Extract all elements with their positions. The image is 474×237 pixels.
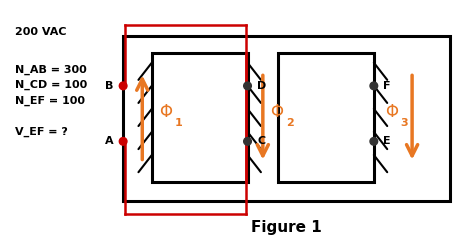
Bar bbox=[278, 53, 374, 182]
Text: $\Phi$: $\Phi$ bbox=[385, 103, 400, 121]
Bar bbox=[152, 53, 247, 182]
Text: N_CD = 100: N_CD = 100 bbox=[15, 80, 87, 90]
Text: $\Phi$: $\Phi$ bbox=[159, 103, 173, 121]
Text: E: E bbox=[383, 136, 391, 146]
Circle shape bbox=[244, 82, 251, 90]
Bar bbox=[123, 36, 450, 201]
Text: Figure 1: Figure 1 bbox=[251, 220, 322, 235]
Circle shape bbox=[370, 82, 378, 90]
Text: C: C bbox=[257, 136, 265, 146]
Text: $\Phi$: $\Phi$ bbox=[271, 103, 284, 121]
Text: 1: 1 bbox=[175, 118, 182, 128]
Text: F: F bbox=[383, 81, 391, 91]
Text: B: B bbox=[105, 81, 114, 91]
Circle shape bbox=[370, 137, 378, 145]
Text: A: A bbox=[105, 136, 114, 146]
Text: V_EF = ?: V_EF = ? bbox=[15, 127, 68, 137]
Text: N_AB = 300: N_AB = 300 bbox=[15, 65, 87, 75]
Circle shape bbox=[244, 137, 251, 145]
Text: 200 VAC: 200 VAC bbox=[15, 27, 66, 36]
Circle shape bbox=[119, 82, 127, 90]
Text: N_EF = 100: N_EF = 100 bbox=[15, 96, 85, 106]
Text: 3: 3 bbox=[401, 118, 408, 128]
Text: D: D bbox=[257, 81, 266, 91]
Circle shape bbox=[119, 137, 127, 145]
Text: 2: 2 bbox=[286, 118, 293, 128]
